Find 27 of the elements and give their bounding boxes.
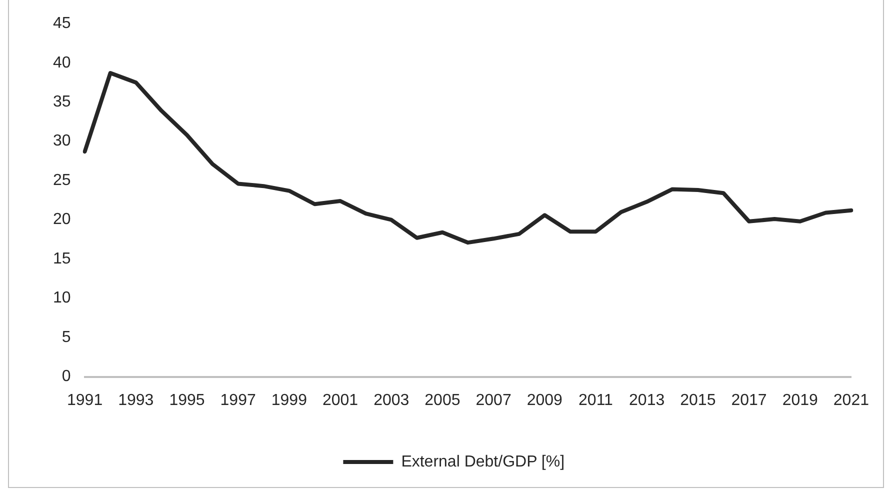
x-tick-label: 1995 [169, 392, 205, 409]
x-tick-label: 2005 [424, 392, 460, 409]
y-tick-label: 0 [62, 368, 71, 386]
x-tick-label: 2007 [476, 392, 512, 409]
y-tick-label: 30 [53, 132, 71, 150]
x-tick-label: 2001 [322, 392, 358, 409]
y-tick-label: 45 [53, 15, 71, 32]
legend-label: External Debt/GDP [%] [401, 453, 565, 470]
x-tick-label: 1993 [118, 392, 154, 409]
x-tick-label: 2015 [680, 392, 716, 409]
y-tick-label: 35 [53, 93, 71, 110]
x-tick-label: 2013 [629, 392, 665, 409]
y-tick-label: 5 [62, 328, 71, 346]
y-tick-label: 40 [53, 54, 71, 72]
x-tick-label: 2009 [526, 392, 563, 409]
y-tick-label: 10 [53, 290, 71, 307]
x-tick-label: 1999 [271, 392, 308, 409]
x-tick-label: 2003 [374, 392, 410, 409]
y-tick-label: 25 [53, 172, 71, 189]
x-tick-label: 1991 [67, 392, 103, 409]
x-tick-label: 2011 [578, 392, 614, 409]
x-tick-label: 2021 [833, 392, 870, 409]
y-tick-label: 20 [53, 211, 71, 228]
x-tick-label: 1997 [220, 392, 256, 409]
x-tick-label: 2017 [731, 392, 767, 409]
y-tick-label: 15 [53, 250, 71, 268]
x-tick-label: 2019 [782, 392, 818, 409]
